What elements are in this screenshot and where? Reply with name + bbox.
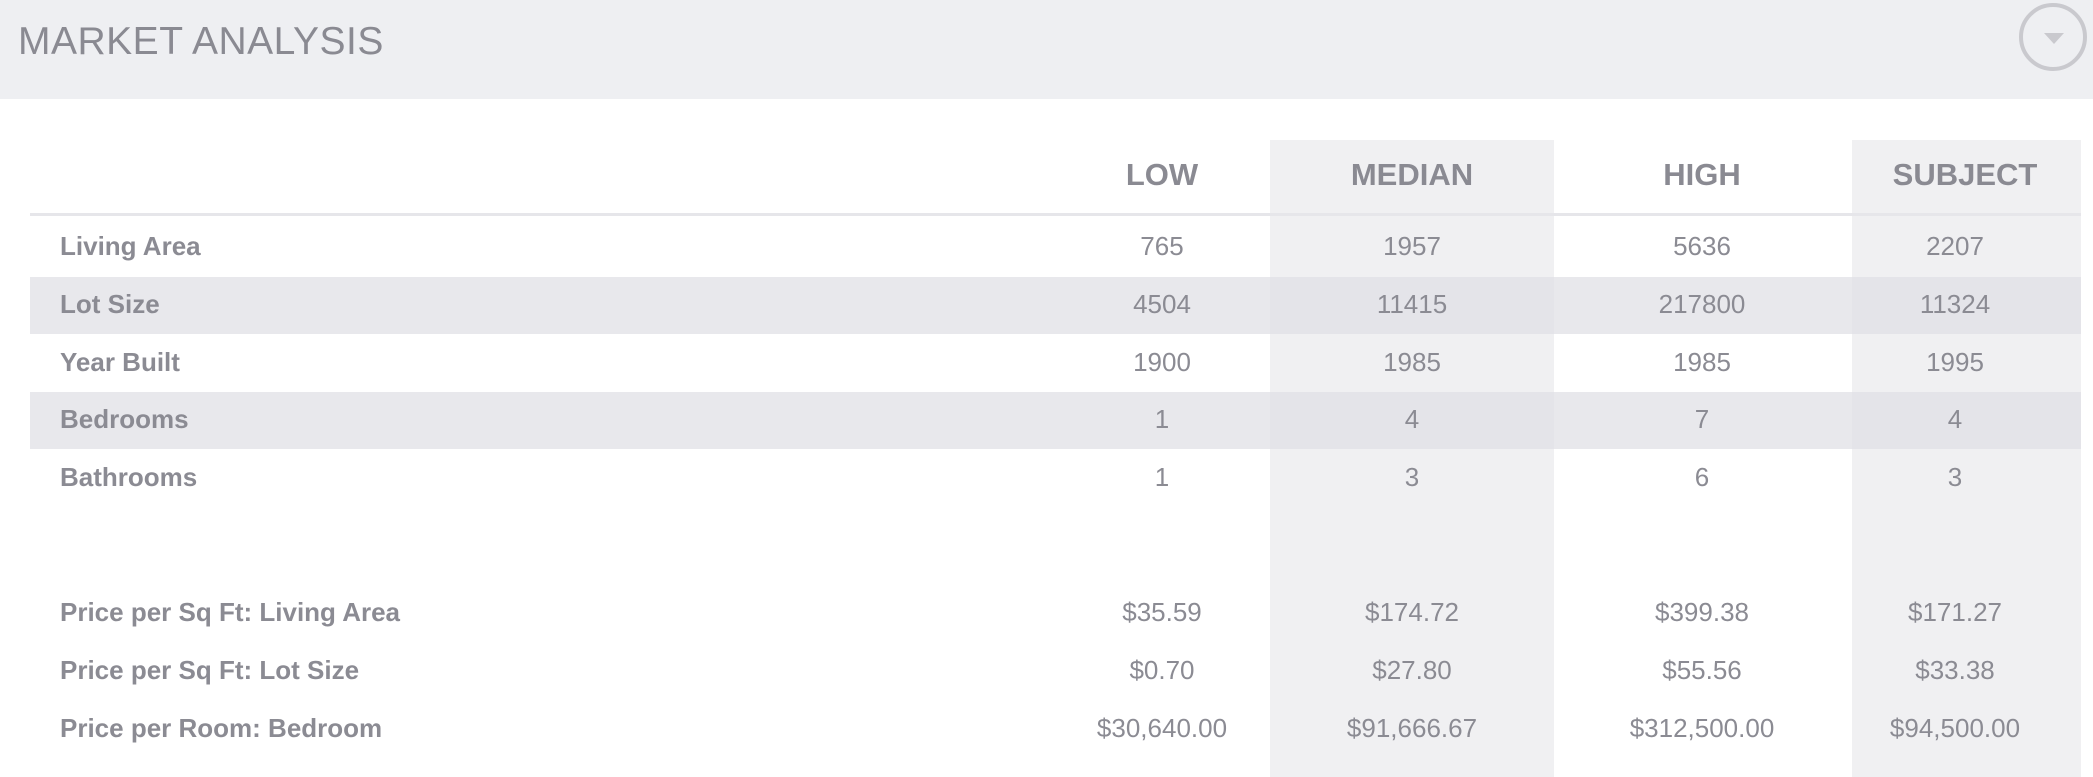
- cell-subject: 3: [1947, 462, 1963, 492]
- row-label: Price per Sq Ft: Lot Size: [60, 655, 360, 685]
- row-label: Lot Size: [60, 289, 160, 319]
- cell-high: $312,500.00: [1629, 713, 1775, 743]
- cell-high: 217800: [1658, 289, 1746, 319]
- cell-low: 1900: [1133, 347, 1191, 377]
- cell-median: 3: [1404, 462, 1420, 492]
- cell-high: 1985: [1673, 347, 1731, 377]
- cell-low: $0.70: [1129, 655, 1195, 685]
- row-label: Bathrooms: [60, 462, 198, 492]
- cell-median: 1985: [1383, 347, 1441, 377]
- median-column-highlight: [1270, 140, 1554, 777]
- cell-subject: $33.38: [1915, 655, 1995, 685]
- section-title: MARKET ANALYSIS: [18, 20, 384, 63]
- cell-high: 7: [1694, 404, 1710, 434]
- cell-median: $91,666.67: [1346, 713, 1478, 743]
- cell-high: $55.56: [1662, 655, 1742, 685]
- cell-subject: 2207: [1926, 231, 1984, 261]
- table-header-divider: [30, 213, 2081, 216]
- column-header-high: HIGH: [1663, 157, 1741, 192]
- cell-low: $30,640.00: [1096, 713, 1228, 743]
- row-band: [30, 277, 2081, 334]
- subject-column-highlight: [1852, 140, 2081, 777]
- cell-median: 1957: [1383, 231, 1441, 261]
- row-label: Bedrooms: [60, 404, 189, 434]
- cell-subject: $94,500.00: [1889, 713, 2021, 743]
- cell-low: 1: [1154, 462, 1170, 492]
- cell-low: $35.59: [1122, 597, 1202, 627]
- column-header-median: MEDIAN: [1350, 157, 1474, 192]
- row-band: [30, 392, 2081, 449]
- row-label: Price per Room: Bedroom: [60, 713, 383, 743]
- cell-median: 11415: [1376, 289, 1448, 319]
- cell-subject: 1995: [1926, 347, 1984, 377]
- section-header[interactable]: MARKET ANALYSIS: [0, 0, 2093, 99]
- column-header-low: LOW: [1125, 157, 1199, 192]
- cell-median: 4: [1404, 404, 1420, 434]
- collapse-toggle-icon[interactable]: [2019, 3, 2087, 71]
- column-header-subject: SUBJECT: [1892, 157, 2038, 192]
- row-label: Year Built: [60, 347, 180, 377]
- cell-high: 6: [1694, 462, 1710, 492]
- cell-low: 765: [1140, 231, 1184, 261]
- cell-low: 4504: [1133, 289, 1191, 319]
- cell-median: $174.72: [1365, 597, 1459, 627]
- cell-subject: 4: [1947, 404, 1963, 434]
- row-label: Price per Sq Ft: Living Area: [60, 597, 401, 627]
- cell-median: $27.80: [1372, 655, 1452, 685]
- cell-subject: 11324: [1919, 289, 1991, 319]
- row-label: Living Area: [60, 231, 201, 261]
- cell-subject: $171.27: [1908, 597, 2002, 627]
- cell-low: 1: [1154, 404, 1170, 434]
- cell-high: $399.38: [1655, 597, 1749, 627]
- cell-high: 5636: [1673, 231, 1731, 261]
